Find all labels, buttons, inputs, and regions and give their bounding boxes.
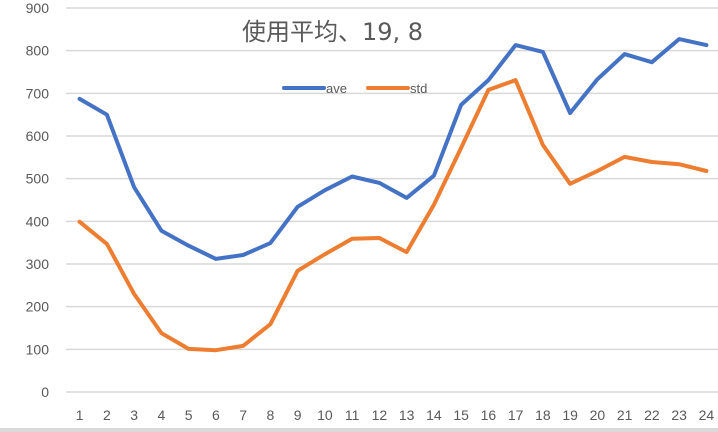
series-line-std bbox=[77, 78, 709, 353]
x-tick-label: 24 bbox=[699, 407, 715, 423]
y-tick-label: 700 bbox=[26, 85, 50, 101]
x-tick-label: 12 bbox=[372, 407, 388, 423]
x-tick-label: 20 bbox=[590, 407, 606, 423]
y-tick-label: 0 bbox=[41, 384, 49, 400]
x-axis-labels: 1 2 3 4 5 6 7 8 9 10 11 12 13 14 15 16 17 18 19 20 21 22 23 24 bbox=[76, 407, 715, 423]
x-tick-label: 11 bbox=[345, 407, 360, 423]
x-tick-label: 14 bbox=[426, 407, 442, 423]
series-line-ave bbox=[77, 37, 709, 261]
x-tick-label: 21 bbox=[617, 407, 633, 423]
series-lines bbox=[77, 37, 709, 353]
gridlines bbox=[66, 7, 718, 393]
y-axis-labels: 0 100 200 300 400 500 600 700 800 900 bbox=[26, 0, 50, 400]
legend: ave std bbox=[282, 81, 427, 96]
y-tick-label: 500 bbox=[26, 171, 50, 187]
x-tick-label: 2 bbox=[103, 407, 111, 423]
x-tick-label: 3 bbox=[130, 407, 138, 423]
x-tick-label: 18 bbox=[535, 407, 551, 423]
x-tick-label: 8 bbox=[266, 407, 274, 423]
x-tick-label: 16 bbox=[481, 407, 497, 423]
x-tick-label: 22 bbox=[644, 407, 660, 423]
x-tick-label: 1 bbox=[76, 407, 84, 423]
chart-title: 使用平均、19, 8 bbox=[242, 18, 423, 46]
y-tick-label: 900 bbox=[26, 0, 50, 16]
x-tick-label: 23 bbox=[671, 407, 687, 423]
x-tick-label: 15 bbox=[453, 407, 469, 423]
y-tick-label: 200 bbox=[26, 299, 50, 315]
x-tick-label: 5 bbox=[185, 407, 193, 423]
y-tick-label: 400 bbox=[26, 213, 50, 229]
x-tick-label: 13 bbox=[399, 407, 415, 423]
x-tick-label: 17 bbox=[508, 407, 524, 423]
y-tick-label: 100 bbox=[26, 341, 50, 357]
y-tick-label: 800 bbox=[26, 43, 50, 59]
bottom-border bbox=[0, 428, 718, 432]
x-tick-label: 6 bbox=[212, 407, 220, 423]
x-tick-label: 19 bbox=[562, 407, 578, 423]
legend-std-label: std bbox=[410, 81, 427, 96]
x-tick-label: 4 bbox=[157, 407, 165, 423]
x-tick-label: 7 bbox=[239, 407, 247, 423]
x-tick-label: 9 bbox=[294, 407, 302, 423]
x-tick-label: 10 bbox=[317, 407, 333, 423]
legend-ave-label: ave bbox=[326, 81, 347, 96]
y-tick-label: 600 bbox=[26, 128, 50, 144]
y-tick-label: 300 bbox=[26, 256, 50, 272]
